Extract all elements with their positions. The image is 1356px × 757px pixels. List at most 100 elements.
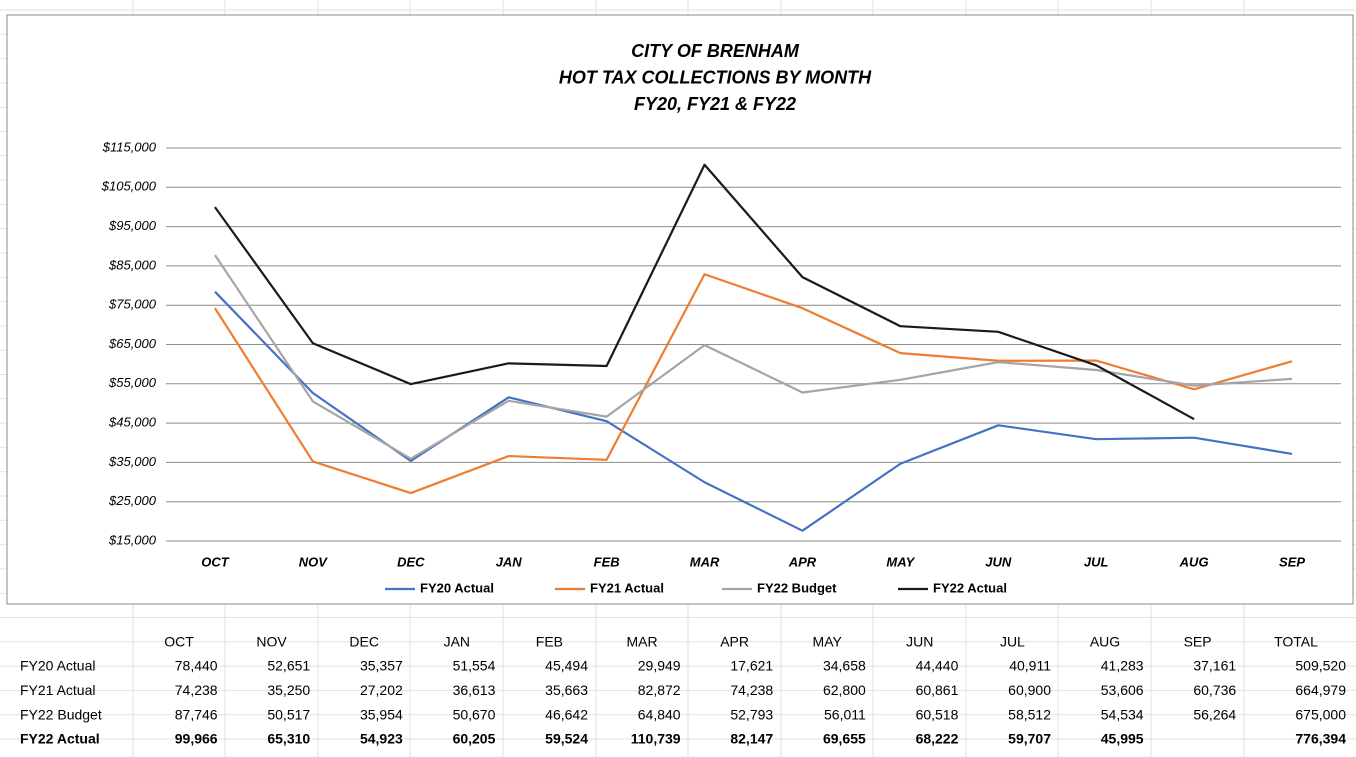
series-line (214, 163, 1195, 421)
x-tick-label: OCT (201, 554, 230, 569)
y-tick-label: $35,000 (108, 454, 157, 469)
table-header: JAN (444, 634, 470, 650)
table-cell: 46,642 (545, 706, 588, 722)
table-cell: 68,222 (916, 731, 959, 747)
table-header: APR (720, 634, 749, 650)
series-line (214, 273, 1293, 495)
table-header: TOTAL (1274, 634, 1318, 650)
table-cell: 69,655 (823, 731, 866, 747)
y-tick-label: $75,000 (108, 297, 157, 312)
table-header: JUL (1000, 634, 1025, 650)
table-cell: 78,440 (175, 658, 218, 674)
table-cell: 35,357 (360, 658, 403, 674)
table-cell: 59,524 (545, 731, 588, 747)
table-header: FEB (536, 634, 563, 650)
series-line (214, 254, 1293, 460)
table-header: MAY (813, 634, 843, 650)
table-cell: 60,900 (1008, 682, 1051, 698)
table-cell: 41,283 (1101, 658, 1144, 674)
table-header: JUN (906, 634, 933, 650)
table-cell: 37,161 (1193, 658, 1236, 674)
table-cell: 52,651 (267, 658, 310, 674)
table-cell: 34,658 (823, 658, 866, 674)
table-cell: 675,000 (1295, 706, 1346, 722)
chart-title: FY20, FY21 & FY22 (634, 94, 796, 114)
table-cell: 45,494 (545, 658, 588, 674)
x-tick-label: SEP (1279, 554, 1305, 569)
table-cell: 50,670 (453, 706, 496, 722)
table-cell: 62,800 (823, 682, 866, 698)
table-cell: 74,238 (175, 682, 218, 698)
y-tick-label: $25,000 (108, 493, 157, 508)
y-tick-label: $95,000 (108, 218, 157, 233)
table-cell: 51,554 (453, 658, 496, 674)
row-label: FY20 Actual (20, 658, 96, 674)
x-tick-label: APR (788, 554, 817, 569)
table-cell: 664,979 (1295, 682, 1346, 698)
chart-title: HOT TAX COLLECTIONS BY MONTH (559, 67, 872, 87)
table-cell: 35,663 (545, 682, 588, 698)
table-header: MAR (626, 634, 657, 650)
table-header: NOV (256, 634, 287, 650)
table-cell: 53,606 (1101, 682, 1144, 698)
table-cell: 52,793 (730, 706, 773, 722)
table-cell: 59,707 (1008, 731, 1051, 747)
row-label: FY21 Actual (20, 682, 96, 698)
x-tick-label: DEC (397, 554, 425, 569)
y-tick-label: $65,000 (108, 336, 157, 351)
table-cell: 44,440 (916, 658, 959, 674)
y-tick-label: $45,000 (108, 415, 157, 430)
table-cell: 60,205 (453, 731, 496, 747)
table-header: SEP (1184, 634, 1212, 650)
legend-label: FY22 Actual (933, 580, 1007, 595)
legend-label: FY20 Actual (420, 580, 494, 595)
legend-label: FY22 Budget (757, 580, 837, 595)
table-header: OCT (164, 634, 194, 650)
table-cell: 110,739 (631, 731, 681, 747)
legend-label: FY21 Actual (590, 580, 664, 595)
y-tick-label: $55,000 (108, 375, 157, 390)
table-cell: 65,310 (267, 731, 310, 747)
table-cell: 82,147 (730, 731, 773, 747)
table-cell: 40,911 (1009, 658, 1051, 674)
y-tick-label: $85,000 (108, 257, 157, 272)
table-cell: 35,250 (267, 682, 310, 698)
table-cell: 82,872 (638, 682, 681, 698)
x-tick-label: FEB (594, 554, 620, 569)
table-cell: 60,736 (1193, 682, 1236, 698)
table-header: AUG (1090, 634, 1120, 650)
table-cell: 58,512 (1008, 706, 1051, 722)
table-header: DEC (349, 634, 379, 650)
chart-title: CITY OF BRENHAM (631, 41, 800, 61)
x-tick-label: JUN (985, 554, 1012, 569)
table-cell: 509,520 (1295, 658, 1346, 674)
row-label: FY22 Budget (20, 706, 102, 722)
x-tick-label: AUG (1179, 554, 1209, 569)
table-cell: 17,621 (730, 658, 773, 674)
table-cell: 27,202 (360, 682, 403, 698)
table-cell: 99,966 (175, 731, 218, 747)
table-cell: 29,949 (638, 658, 681, 674)
x-tick-label: NOV (299, 554, 329, 569)
table-cell: 45,995 (1101, 731, 1144, 747)
row-label: FY22 Actual (20, 731, 100, 747)
table-cell: 56,264 (1193, 706, 1236, 722)
table-cell: 54,923 (360, 731, 403, 747)
table-cell: 35,954 (360, 706, 403, 722)
table-cell: 87,746 (175, 706, 218, 722)
table-cell: 36,613 (453, 682, 496, 698)
x-tick-label: JAN (496, 554, 523, 569)
x-tick-label: MAR (690, 554, 720, 569)
table-cell: 56,011 (824, 706, 866, 722)
table-cell: 64,840 (638, 706, 681, 722)
table-cell: 776,394 (1295, 731, 1346, 747)
x-tick-label: JUL (1084, 554, 1109, 569)
y-tick-label: $15,000 (108, 532, 157, 547)
table-cell: 74,238 (730, 682, 773, 698)
x-tick-label: MAY (886, 554, 915, 569)
table-cell: 60,518 (916, 706, 959, 722)
table-cell: 50,517 (267, 706, 310, 722)
y-tick-label: $115,000 (102, 139, 157, 154)
